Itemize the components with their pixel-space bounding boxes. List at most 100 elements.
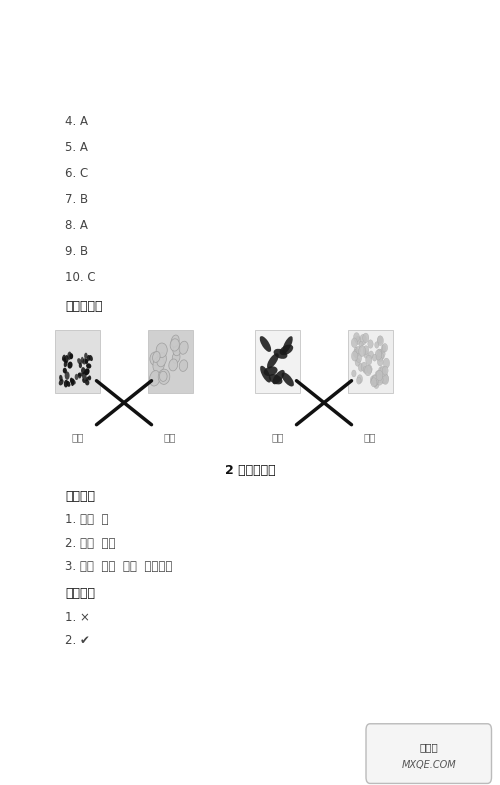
- Ellipse shape: [269, 374, 282, 385]
- Bar: [348, 330, 393, 392]
- Text: 黑豆: 黑豆: [72, 432, 84, 442]
- Ellipse shape: [150, 352, 160, 365]
- Circle shape: [364, 365, 372, 376]
- Ellipse shape: [70, 380, 76, 385]
- Ellipse shape: [86, 363, 92, 369]
- Text: 10. C: 10. C: [65, 271, 96, 283]
- Text: 四、我认识: 四、我认识: [65, 300, 102, 312]
- Ellipse shape: [64, 361, 68, 367]
- Circle shape: [357, 374, 362, 383]
- Text: 1. 地下  茎: 1. 地下 茎: [65, 513, 108, 526]
- Circle shape: [372, 375, 378, 386]
- Ellipse shape: [82, 378, 86, 383]
- Ellipse shape: [156, 343, 168, 358]
- Ellipse shape: [84, 368, 89, 375]
- Ellipse shape: [282, 336, 292, 354]
- FancyBboxPatch shape: [366, 724, 492, 783]
- Ellipse shape: [64, 355, 68, 363]
- Circle shape: [359, 341, 363, 348]
- Ellipse shape: [267, 353, 278, 369]
- Ellipse shape: [66, 381, 70, 387]
- Circle shape: [352, 338, 358, 348]
- Text: 一、填空: 一、填空: [65, 490, 95, 502]
- Circle shape: [377, 352, 384, 362]
- Circle shape: [361, 362, 367, 371]
- Circle shape: [382, 366, 388, 375]
- Ellipse shape: [170, 339, 179, 351]
- Circle shape: [377, 349, 382, 357]
- Circle shape: [354, 349, 358, 358]
- Text: 3. 吸收  运输  制造  营养器官: 3. 吸收 运输 制造 营养器官: [65, 560, 172, 573]
- Ellipse shape: [70, 378, 73, 384]
- Ellipse shape: [84, 352, 87, 359]
- Circle shape: [380, 367, 386, 377]
- Ellipse shape: [158, 369, 170, 385]
- Circle shape: [376, 374, 383, 385]
- Text: 9. B: 9. B: [65, 245, 88, 257]
- Circle shape: [378, 336, 382, 344]
- Circle shape: [382, 373, 388, 384]
- Ellipse shape: [179, 360, 188, 371]
- Ellipse shape: [64, 371, 70, 380]
- Circle shape: [377, 336, 384, 345]
- Ellipse shape: [78, 373, 81, 378]
- Ellipse shape: [64, 380, 68, 388]
- Ellipse shape: [272, 370, 284, 385]
- Bar: [255, 330, 300, 392]
- Text: 冬瓜: 冬瓜: [271, 432, 284, 442]
- Circle shape: [368, 351, 374, 359]
- Ellipse shape: [153, 356, 164, 373]
- Ellipse shape: [152, 352, 160, 363]
- Ellipse shape: [82, 358, 86, 364]
- Ellipse shape: [85, 379, 89, 385]
- Ellipse shape: [78, 363, 82, 368]
- Ellipse shape: [157, 352, 166, 367]
- Ellipse shape: [87, 355, 90, 361]
- Ellipse shape: [88, 375, 91, 381]
- Text: 答案圈: 答案圈: [420, 743, 438, 752]
- Circle shape: [376, 371, 383, 381]
- Text: 8. A: 8. A: [65, 219, 88, 232]
- Circle shape: [358, 345, 366, 356]
- Text: 红松: 红松: [164, 432, 176, 442]
- Circle shape: [374, 341, 379, 349]
- Circle shape: [382, 376, 387, 382]
- Bar: [55, 330, 100, 392]
- Circle shape: [355, 358, 360, 367]
- Circle shape: [352, 370, 356, 377]
- Ellipse shape: [74, 374, 78, 380]
- Text: 苹果: 苹果: [364, 432, 376, 442]
- Circle shape: [356, 336, 360, 345]
- Text: 2. ✔: 2. ✔: [65, 634, 90, 647]
- Circle shape: [362, 333, 369, 343]
- Circle shape: [382, 344, 388, 352]
- Ellipse shape: [59, 374, 62, 382]
- Circle shape: [376, 374, 382, 383]
- Ellipse shape: [150, 371, 160, 386]
- Ellipse shape: [71, 378, 74, 386]
- Text: 1. ×: 1. ×: [65, 611, 90, 623]
- Circle shape: [354, 333, 360, 342]
- Ellipse shape: [62, 355, 66, 361]
- Ellipse shape: [63, 357, 66, 363]
- Ellipse shape: [264, 367, 278, 376]
- Circle shape: [363, 345, 369, 355]
- Circle shape: [372, 374, 378, 384]
- Text: 7. B: 7. B: [65, 193, 88, 206]
- Ellipse shape: [169, 359, 177, 371]
- Text: MXQE.COM: MXQE.COM: [402, 761, 456, 770]
- Circle shape: [378, 349, 385, 359]
- Ellipse shape: [179, 341, 188, 354]
- Circle shape: [363, 367, 368, 374]
- Ellipse shape: [274, 349, 287, 359]
- Ellipse shape: [89, 355, 93, 361]
- Ellipse shape: [58, 379, 64, 385]
- Circle shape: [375, 371, 381, 380]
- Circle shape: [374, 380, 379, 389]
- Ellipse shape: [282, 372, 294, 386]
- Bar: [148, 330, 192, 392]
- Ellipse shape: [280, 345, 293, 355]
- Circle shape: [356, 377, 361, 384]
- Ellipse shape: [82, 371, 86, 380]
- Circle shape: [381, 345, 386, 352]
